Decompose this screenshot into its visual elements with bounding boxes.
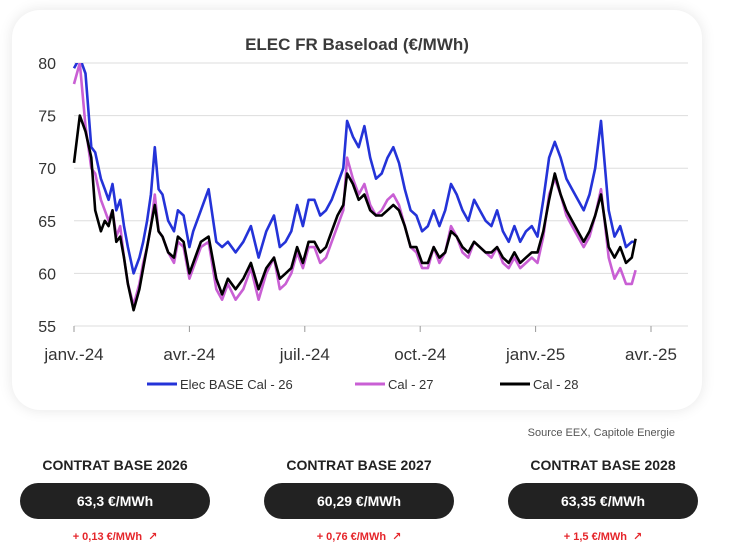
y-tick-label: 70 [38, 161, 56, 178]
x-tick-label: avr.-25 [625, 345, 677, 364]
change-value: + 1,5 €/MWh [563, 531, 628, 543]
y-tick-label: 60 [38, 266, 56, 283]
x-tick-label: oct.-24 [394, 345, 446, 364]
legend-label: Cal - 28 [533, 377, 579, 392]
contract-price-pill: 63,35 €/MWh [508, 483, 698, 519]
chart-title: ELEC FR Baseload (€/MWh) [245, 35, 469, 54]
x-tick-label: janv.-25 [505, 345, 565, 364]
price-chart: 55 60 65 70 75 80 janv.-24 avr.-24 juil.-24 oct.-… [38, 56, 688, 392]
contract-price-pill: 60,29 €/MWh [264, 483, 454, 519]
x-tick-label: avr.-24 [163, 345, 215, 364]
contract-2028: CONTRAT BASE 2028 63,35 €/MWh + 1,5 €/MW… [508, 457, 698, 543]
contract-2027: CONTRAT BASE 2027 60,29 €/MWh + 0,76 €/M… [264, 457, 454, 543]
series-line-1 [72, 63, 636, 275]
legend-label: Elec BASE Cal - 26 [180, 377, 293, 392]
y-tick-label: 65 [38, 214, 56, 231]
x-tick-label: juil.-24 [279, 345, 330, 364]
trend-up-icon: ↗ [392, 531, 402, 543]
trend-up-icon: ↗ [148, 531, 158, 543]
contract-change: + 1,5 €/MWh ↗ [508, 530, 698, 543]
y-tick-label: 80 [38, 56, 56, 73]
series-line-3 [72, 114, 637, 312]
legend-label: Cal - 27 [388, 377, 434, 392]
y-tick-label: 55 [38, 319, 56, 336]
trend-up-icon: ↗ [633, 531, 643, 543]
change-value: + 0,76 €/MWh [316, 531, 387, 543]
contract-title: CONTRAT BASE 2027 [286, 457, 432, 473]
change-value: + 0,13 €/MWh [72, 531, 143, 543]
chart-card: ELEC FR Baseload (€/MWh) 55 60 65 70 75 80 jan… [12, 10, 702, 410]
y-tick-label: 75 [38, 109, 56, 126]
source-note: Source EEX, Capitole Energie [527, 427, 675, 439]
x-tick-label: janv.-24 [43, 345, 103, 364]
contract-title: CONTRAT BASE 2026 [42, 457, 188, 473]
contract-title: CONTRAT BASE 2028 [530, 457, 676, 473]
contract-2026: CONTRAT BASE 2026 63,3 €/MWh + 0,13 €/MW… [20, 457, 210, 543]
contract-price-pill: 63,3 €/MWh [20, 483, 210, 519]
contract-change: + 0,13 €/MWh ↗ [20, 530, 210, 543]
contract-change: + 0,76 €/MWh ↗ [264, 530, 454, 543]
